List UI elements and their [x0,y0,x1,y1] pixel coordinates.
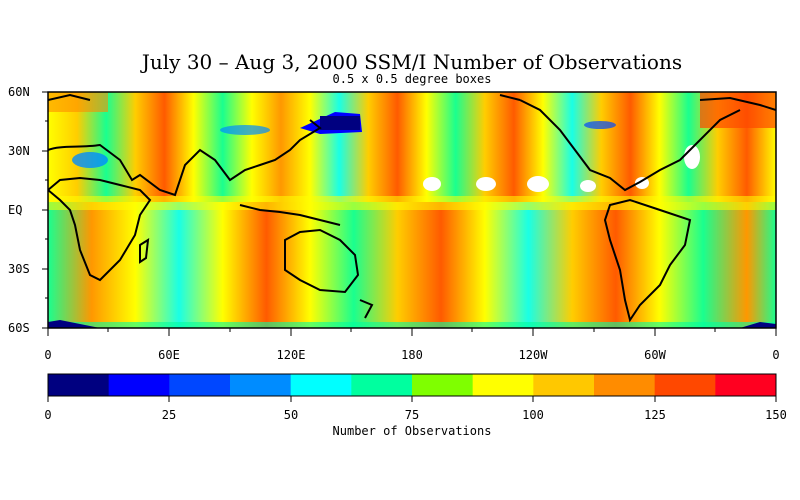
colorbar-cell [230,374,292,396]
colorbar-label-125: 125 [644,408,666,422]
colorbar-cell [472,374,534,396]
colorbar-label-0: 0 [44,408,52,422]
map-title: July 30 – Aug 3, 2000 SSM/I Number of Ob… [141,50,683,74]
lat-label-eq: EQ [8,203,23,217]
colorbar-label-50: 50 [283,408,299,422]
new-zealand-coast [359,299,374,319]
north-america-coast [519,99,741,192]
lon-label-0: 0 [44,348,52,362]
lat-label-30n: 30N [8,144,30,158]
lat-label-60n: 60N [8,85,30,99]
indonesia-coast [239,204,341,226]
colorbar-cell [108,374,170,396]
madagascar-coast [139,238,150,264]
colorbar-cell [654,374,716,396]
africa-coast [48,176,152,282]
colorbar-cell [594,374,656,396]
lon-label-0-east: 0 [772,348,780,362]
coastlines [48,93,776,323]
colorbar-ticks [47,396,777,402]
colorbar-cell [533,374,595,396]
lon-label-120w: 120W [518,348,548,362]
colorbar-cell [48,374,110,396]
colorbar-title: Number of Observations [332,424,492,438]
latitude-ticks [42,91,48,329]
map-subtitle: 0.5 x 0.5 degree boxes [332,72,492,86]
lat-label-60s: 60S [8,321,30,335]
longitude-ticks [47,328,777,336]
south-america-coast [603,198,692,323]
scandinavia-coast [48,93,91,101]
colorbar-cell [290,374,352,396]
eurasia-coast [48,119,322,197]
colorbar-cell [351,374,413,396]
colorbar [48,374,777,396]
map-field [48,92,776,328]
colorbar-cell [412,374,474,396]
colorbar-cell [169,374,231,396]
lon-label-60w: 60W [644,348,666,362]
alaska-coast [499,94,521,101]
colorbar-cell [715,374,777,396]
australia-coast [284,228,360,294]
colorbar-label-100: 100 [522,408,544,422]
colorbar-label-150: 150 [765,408,787,422]
colorbar-label-75: 75 [404,408,420,422]
lon-label-120e: 120E [276,348,306,362]
lon-label-180: 180 [401,348,423,362]
lon-label-60e: 60E [158,348,180,362]
colorbar-label-25: 25 [161,408,177,422]
lat-label-30s: 30S [8,262,30,276]
europe-coast [699,96,776,111]
